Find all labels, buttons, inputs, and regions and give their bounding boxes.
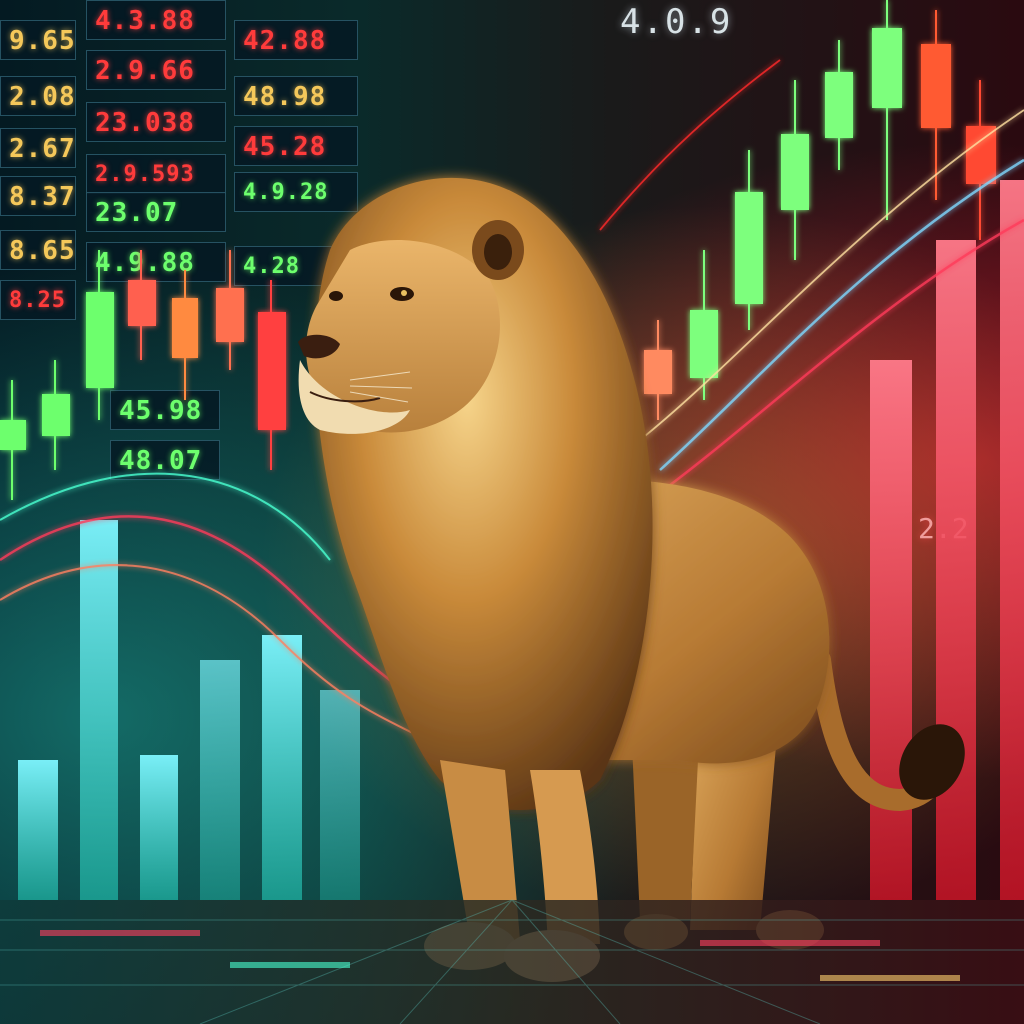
ticker-value: 8.25 bbox=[0, 280, 76, 320]
left-volume-bars bbox=[18, 520, 360, 900]
candlestick bbox=[872, 28, 902, 108]
price-readout: 4.0.9 bbox=[620, 2, 733, 42]
candlestick bbox=[690, 310, 718, 378]
ticker-value: 4.9.28 bbox=[234, 172, 358, 212]
candlestick bbox=[921, 44, 951, 128]
ticker-value: 45.98 bbox=[110, 390, 220, 430]
ticker-value: 2.67 bbox=[0, 128, 76, 168]
ticker-value: 4.9.88 bbox=[86, 242, 226, 282]
candlestick bbox=[644, 350, 672, 394]
lion-eye bbox=[329, 291, 343, 301]
candlestick bbox=[42, 394, 70, 436]
ticker-value: 48.98 bbox=[234, 76, 358, 116]
ticker-value: 2.08 bbox=[0, 76, 76, 116]
lion-front-leg bbox=[440, 760, 520, 940]
candlestick bbox=[172, 298, 198, 358]
ticker-value: 42.88 bbox=[234, 20, 358, 60]
candlestick bbox=[0, 420, 26, 450]
candlestick bbox=[825, 72, 853, 138]
candlestick bbox=[966, 126, 996, 184]
ticker-value: 23.038 bbox=[86, 102, 226, 142]
lion-face bbox=[306, 240, 500, 433]
lion-nose bbox=[298, 334, 340, 359]
volume-bar bbox=[1000, 180, 1024, 900]
tail-tuft bbox=[899, 724, 965, 800]
ticker-value: 2.9.593 bbox=[86, 154, 226, 194]
volume-bar bbox=[80, 520, 118, 900]
ticker-value: 4.3.88 bbox=[86, 0, 226, 40]
ticker-value: 45.28 bbox=[234, 126, 358, 166]
volume-bar bbox=[200, 660, 240, 900]
volume-bar bbox=[262, 635, 302, 900]
ticker-value: 8.65 bbox=[0, 230, 76, 270]
ticker-value: 8.37 bbox=[0, 176, 76, 216]
candlestick bbox=[128, 280, 156, 326]
volume-bar bbox=[320, 690, 360, 900]
ticker-value: 23.07 bbox=[86, 192, 226, 232]
volume-bar bbox=[18, 760, 58, 900]
trend-lines bbox=[0, 59, 1024, 761]
right-candlesticks bbox=[644, 0, 996, 420]
candlestick bbox=[781, 134, 809, 210]
left-candlesticks bbox=[0, 250, 286, 500]
candlestick bbox=[258, 312, 286, 430]
lion-muzzle bbox=[298, 360, 410, 434]
ticker-value: 2.9.66 bbox=[86, 50, 226, 90]
ticker-value: 9.65 bbox=[0, 20, 76, 60]
candlestick bbox=[216, 288, 244, 342]
candlestick bbox=[735, 192, 763, 304]
candlestick bbox=[86, 292, 114, 388]
volume-bar bbox=[140, 755, 178, 900]
